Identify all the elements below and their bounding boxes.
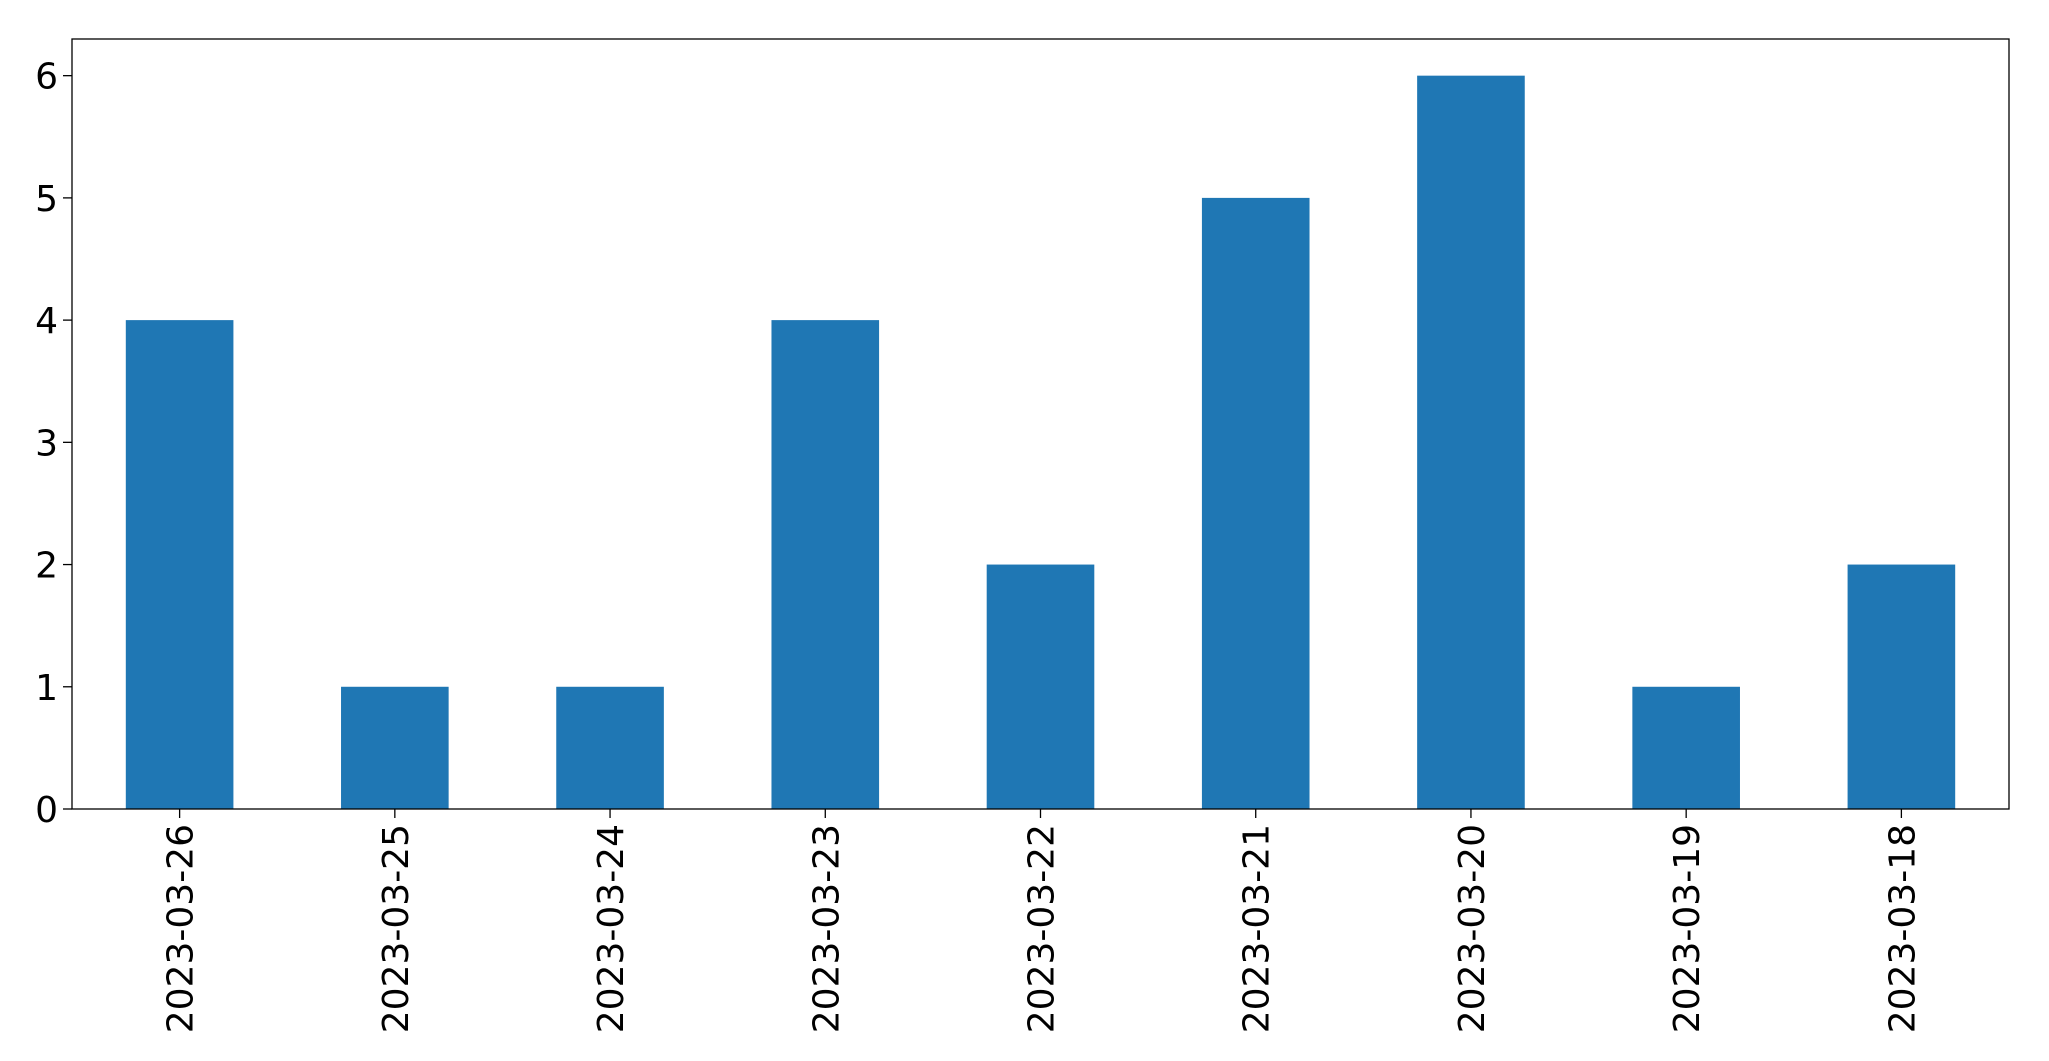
x-tick-label: 2023-03-21 [1237,824,1278,1033]
x-tick-label: 2023-03-26 [161,824,202,1033]
y-tick-label: 0 [35,790,58,831]
y-tick-label: 6 [35,57,58,98]
x-tick-label: 2023-03-23 [806,824,847,1033]
x-tick-label: 2023-03-19 [1667,824,1708,1033]
y-tick-label: 4 [35,301,58,342]
x-tick-label: 2023-03-18 [1882,824,1923,1033]
bar [1417,75,1525,809]
x-tick-label: 2023-03-25 [376,824,417,1033]
x-tick-label: 2023-03-24 [591,824,632,1033]
x-tick-label: 2023-03-22 [1022,824,1063,1033]
bar [1201,197,1310,809]
bar [1632,686,1740,809]
bar [556,686,664,809]
bar [1847,564,1956,809]
bar [125,320,234,809]
y-tick-label: 3 [35,423,58,464]
x-tick-label: 2023-03-20 [1452,824,1493,1033]
axes-frame [71,38,2010,810]
y-tick-label: 5 [35,179,58,220]
bar [986,564,1095,809]
bar [771,320,880,809]
bar [341,686,449,809]
y-tick-label: 1 [35,668,58,709]
y-tick-label: 2 [35,546,58,587]
